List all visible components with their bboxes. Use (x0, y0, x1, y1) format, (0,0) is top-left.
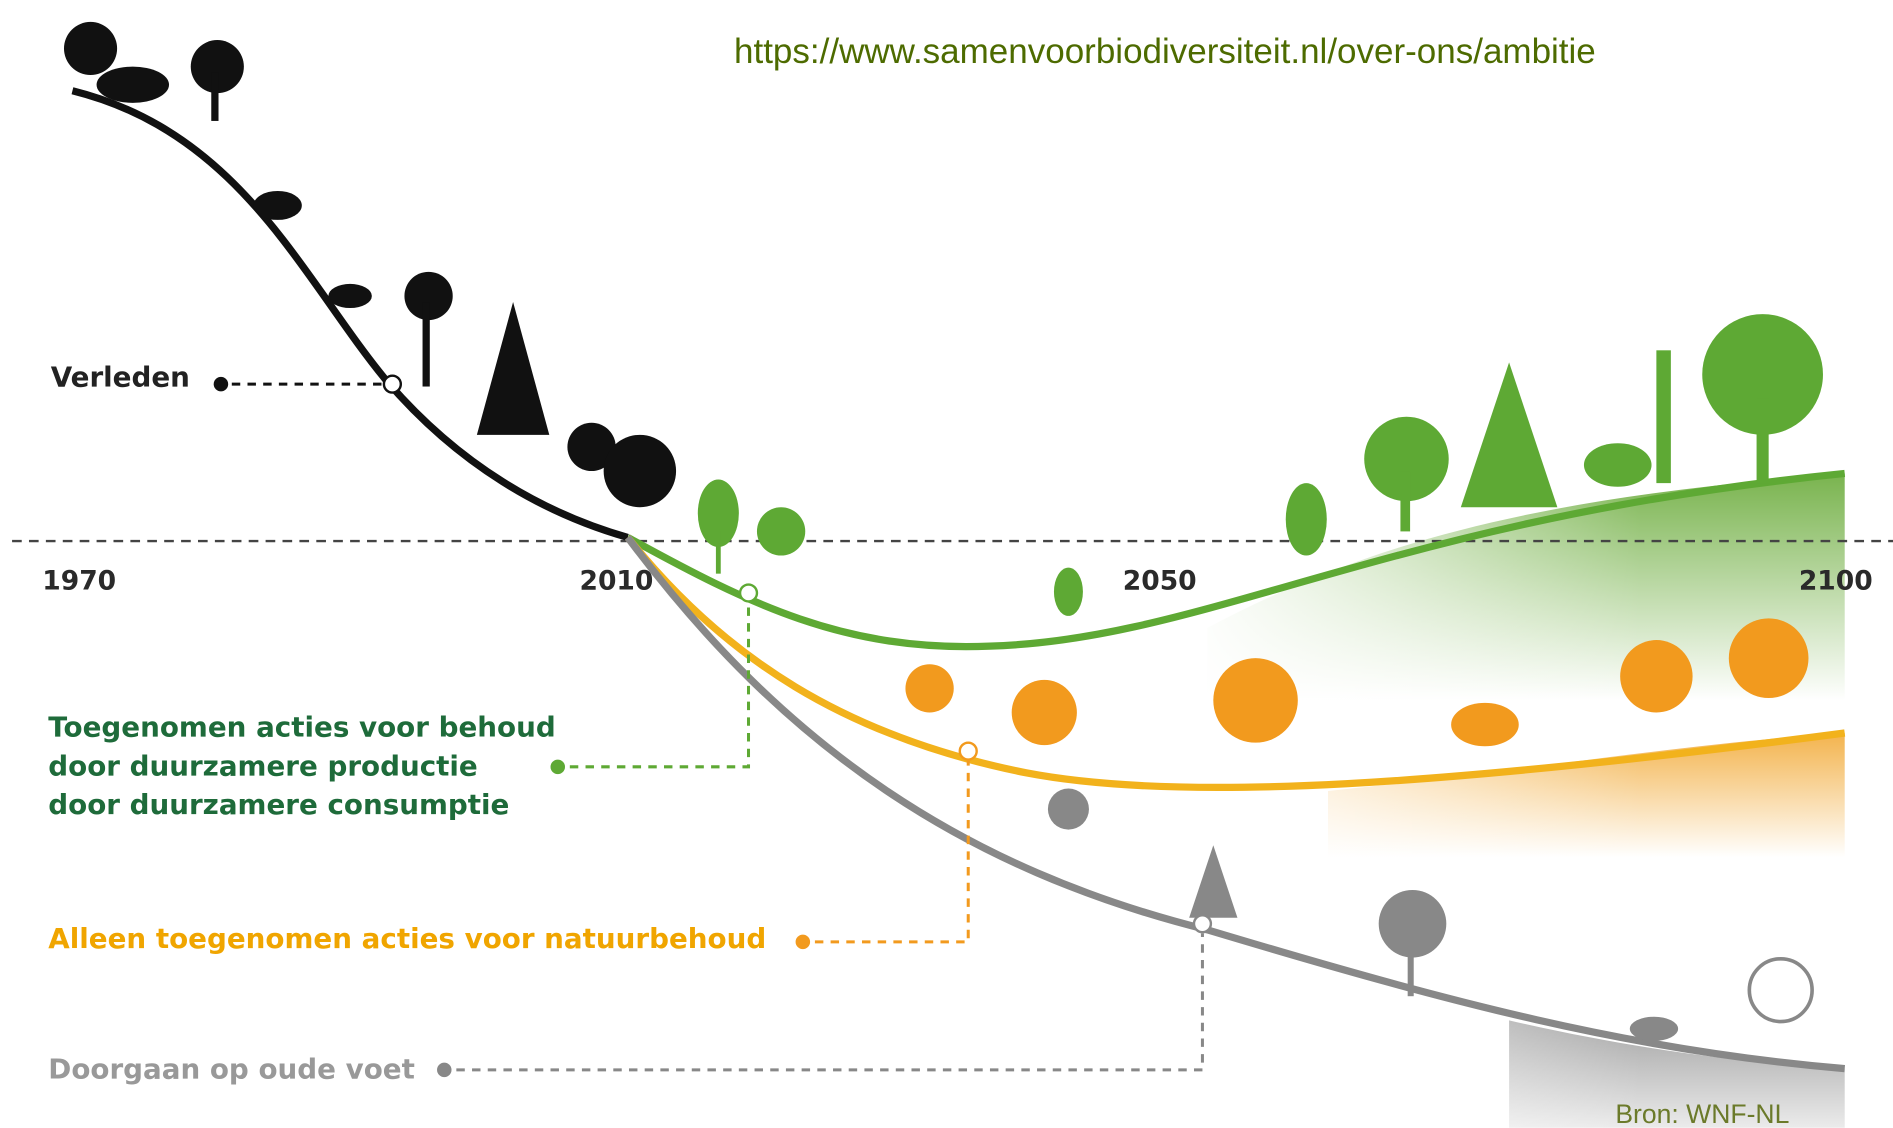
label-green: Toegenomen acties voor behoud (48, 711, 555, 744)
year-label: 2010 (579, 565, 653, 596)
year-label: 2100 (1799, 565, 1873, 596)
past-silhouettes (64, 22, 676, 507)
page: 1970 2010 2050 2100 Verleden Toegenomen … (0, 0, 1893, 1128)
source-url: https://www.samenvoorbiodiversiteit.nl/o… (734, 32, 1596, 71)
source-credit: Bron: WNF-NL (1615, 1099, 1789, 1128)
label-green: door duurzamere productie (48, 749, 477, 782)
label-past: Verleden (51, 361, 190, 394)
label-green: door duurzamere consumptie (48, 788, 509, 821)
year-label: 1970 (42, 565, 116, 596)
label-orange: Alleen toegenomen acties voor natuurbeho… (48, 922, 766, 955)
year-label: 2050 (1123, 565, 1197, 596)
past-curve (72, 91, 627, 538)
label-gray: Doorgaan op oude voet (48, 1052, 415, 1085)
infographic: 1970 2010 2050 2100 Verleden Toegenomen … (0, 0, 1893, 1128)
